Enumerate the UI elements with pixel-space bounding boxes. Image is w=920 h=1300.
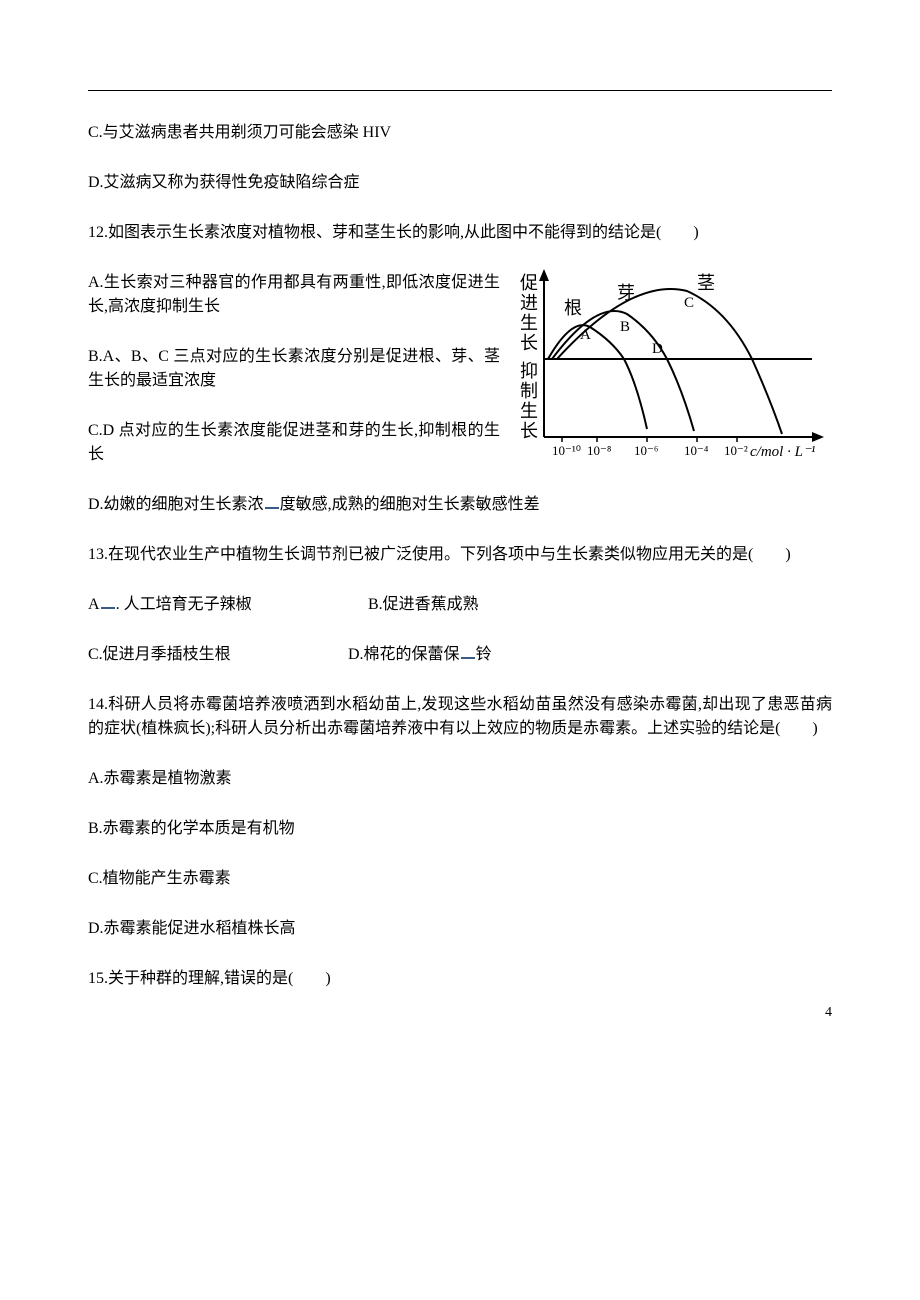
q12-option-d: D.幼嫩的细胞对生长素浓度敏感,成熟的细胞对生长素敏感性差 xyxy=(88,493,832,517)
curve-stem xyxy=(557,289,782,434)
y-label-3: 长 xyxy=(520,333,538,353)
q12-option-c: C.D 点对应的生长素浓度能促进茎和芽的生长,抑制根的生长 xyxy=(88,419,500,467)
q13-optA-post: . 人工培育无子辣椒 xyxy=(116,596,252,613)
y-label-7: 长 xyxy=(520,421,538,441)
label-bud: 芽 xyxy=(617,283,635,303)
auxin-concentration-chart: 促 进 生 长 抑 制 生 长 xyxy=(512,269,832,464)
q13-optD-pre: D.棉花的保蕾保 xyxy=(348,646,460,663)
q12-optD-pre: D.幼嫩的细胞对生长素浓 xyxy=(88,496,264,513)
peak-B: B xyxy=(620,319,630,335)
x-axis-label: c/mol · L⁻¹ xyxy=(750,444,816,460)
q12-option-b: B.A、B、C 三点对应的生长素浓度分别是促进根、芽、茎生长的最适宜浓度 xyxy=(88,345,500,393)
xtick-1: 10⁻⁸ xyxy=(587,443,612,458)
edit-mark-icon xyxy=(265,495,279,509)
q12-option-a: A.生长索对三种器官的作用都具有两重性,即低浓度促进生长,高浓度抑制生长 xyxy=(88,271,500,319)
top-rule xyxy=(88,90,832,91)
q13-optA-pre: A xyxy=(88,596,100,613)
y-label-4: 抑 xyxy=(520,361,538,381)
curve-root xyxy=(548,325,647,429)
q11-option-d: D.艾滋病又称为获得性免疫缺陷综合症 xyxy=(88,171,832,195)
q13-option-c: C.促进月季插枝生根 xyxy=(88,643,348,667)
xtick-4: 10⁻² xyxy=(724,443,748,458)
page-number: 4 xyxy=(825,1005,832,1021)
q12-optD-post: 度敏感,成熟的细胞对生长素敏感性差 xyxy=(280,496,540,513)
xtick-2: 10⁻⁶ xyxy=(634,443,658,458)
label-root: 根 xyxy=(564,298,582,318)
edit-mark-icon xyxy=(101,595,115,609)
q13-optD-post: 铃 xyxy=(476,646,492,663)
y-axis-arrow xyxy=(539,269,549,281)
q13-option-d: D.棉花的保蕾保铃 xyxy=(348,643,492,667)
y-label-2: 生 xyxy=(520,313,538,333)
y-label-5: 制 xyxy=(520,381,538,401)
y-label-1: 进 xyxy=(520,293,538,313)
q14-stem: 14.科研人员将赤霉菌培养液喷洒到水稻幼苗上,发现这些水稻幼苗虽然没有感染赤霉菌… xyxy=(88,693,832,741)
q14-option-a: A.赤霉素是植物激素 xyxy=(88,767,832,791)
peak-D: D xyxy=(652,341,663,357)
q13-stem: 13.在现代农业生产中植物生长调节剂已被广泛使用。下列各项中与生长素类似物应用无… xyxy=(88,543,832,567)
q14-option-b: B.赤霉素的化学本质是有机物 xyxy=(88,817,832,841)
label-stem: 茎 xyxy=(697,273,715,293)
q13-option-a: A . 人工培育无子辣椒 xyxy=(88,593,368,617)
q11-option-c: C.与艾滋病患者共用剃须刀可能会感染 HIV xyxy=(88,121,832,145)
q14-option-d: D.赤霉素能促进水稻植株长高 xyxy=(88,917,832,941)
q14-option-c: C.植物能产生赤霉素 xyxy=(88,867,832,891)
y-label-6: 生 xyxy=(520,401,538,421)
q13-option-b: B.促进香蕉成熟 xyxy=(368,593,479,617)
xtick-0: 10⁻¹⁰ xyxy=(552,443,581,458)
edit-mark-icon xyxy=(461,645,475,659)
x-axis-arrow xyxy=(812,432,824,442)
q15-stem: 15.关于种群的理解,错误的是( ) xyxy=(88,967,832,991)
y-label-0: 促 xyxy=(520,273,538,293)
peak-C: C xyxy=(684,295,694,311)
xtick-3: 10⁻⁴ xyxy=(684,443,709,458)
q12-stem: 12.如图表示生长素浓度对植物根、芽和茎生长的影响,从此图中不能得到的结论是( … xyxy=(88,221,832,245)
peak-A: A xyxy=(580,327,591,343)
